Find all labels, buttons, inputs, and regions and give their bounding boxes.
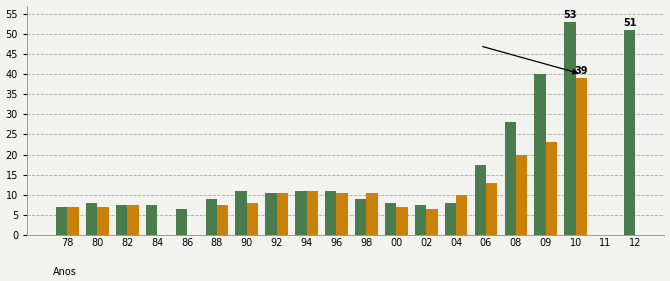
- Bar: [456, 195, 468, 235]
- Bar: [355, 199, 366, 235]
- Bar: [336, 193, 348, 235]
- Bar: [426, 209, 438, 235]
- Bar: [206, 199, 217, 235]
- Bar: [415, 205, 426, 235]
- Text: 51: 51: [623, 18, 636, 28]
- Bar: [97, 207, 109, 235]
- Bar: [474, 165, 486, 235]
- Bar: [396, 207, 407, 235]
- Bar: [535, 74, 546, 235]
- Bar: [235, 191, 247, 235]
- Bar: [505, 122, 516, 235]
- Bar: [265, 193, 277, 235]
- Text: 39: 39: [575, 66, 588, 76]
- Bar: [624, 30, 635, 235]
- Bar: [564, 22, 576, 235]
- Bar: [217, 205, 228, 235]
- Text: Anos: Anos: [52, 267, 76, 277]
- Bar: [366, 193, 378, 235]
- Bar: [176, 209, 187, 235]
- Bar: [295, 191, 307, 235]
- Bar: [516, 155, 527, 235]
- Bar: [325, 191, 336, 235]
- Bar: [86, 203, 97, 235]
- Bar: [116, 205, 127, 235]
- Bar: [307, 191, 318, 235]
- Bar: [385, 203, 396, 235]
- Bar: [146, 205, 157, 235]
- Text: 53: 53: [563, 10, 577, 20]
- Bar: [445, 203, 456, 235]
- Bar: [68, 207, 79, 235]
- Bar: [127, 205, 139, 235]
- Bar: [247, 203, 258, 235]
- Bar: [486, 183, 497, 235]
- Bar: [277, 193, 288, 235]
- Bar: [576, 78, 587, 235]
- Bar: [56, 207, 68, 235]
- Bar: [546, 142, 557, 235]
